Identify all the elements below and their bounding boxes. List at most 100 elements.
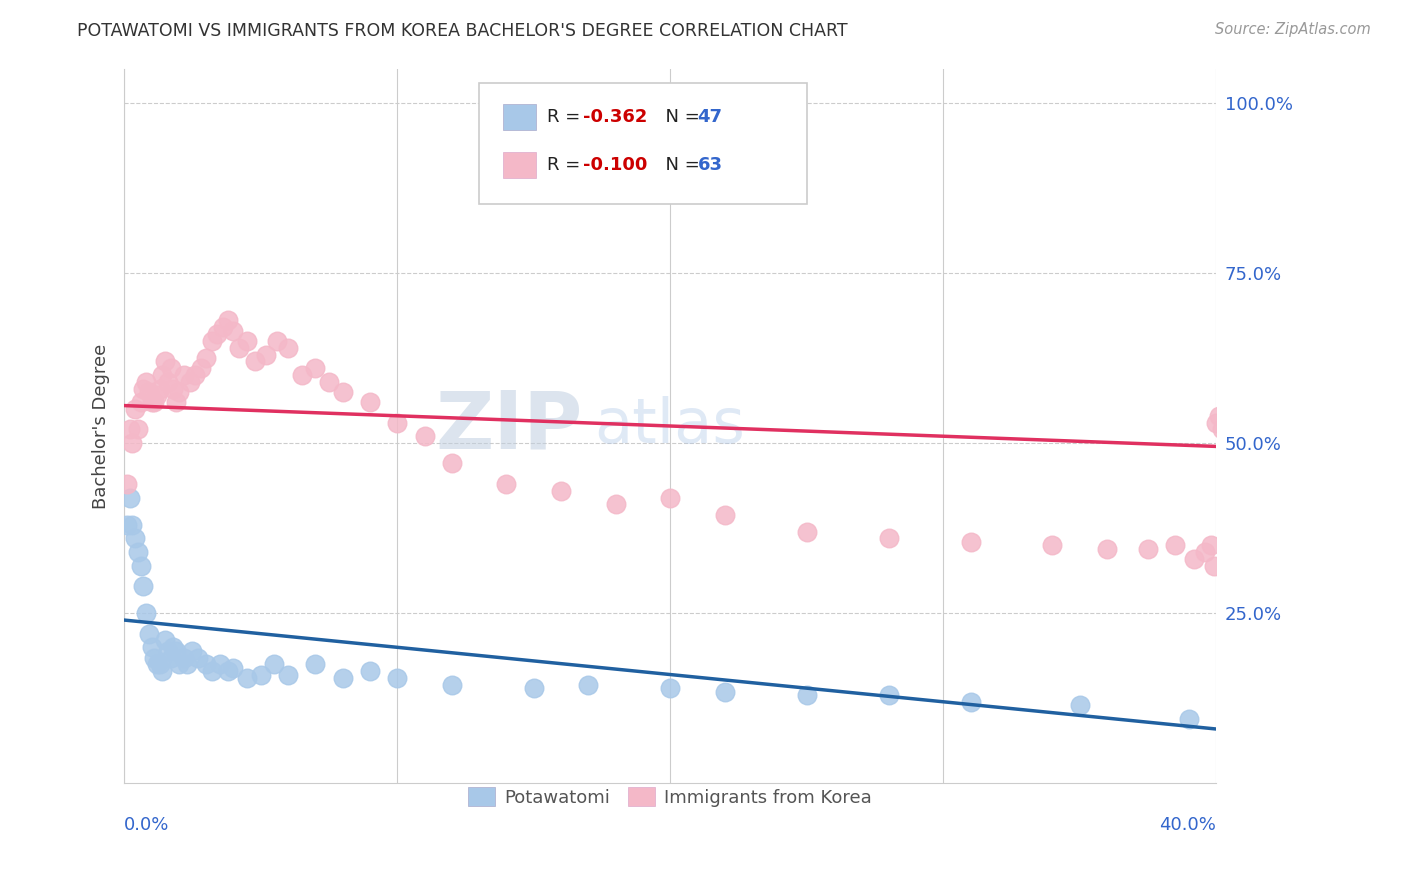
- Point: [550, 483, 572, 498]
- Text: ZIP: ZIP: [436, 387, 583, 465]
- Point: [1042, 538, 1064, 552]
- Point: [127, 545, 149, 559]
- Point: [153, 354, 176, 368]
- Point: [200, 334, 222, 348]
- Point: [124, 532, 146, 546]
- Point: [156, 375, 179, 389]
- Point: [129, 395, 152, 409]
- Point: [1178, 712, 1201, 726]
- Point: [440, 457, 463, 471]
- Point: [959, 534, 981, 549]
- Point: [205, 327, 228, 342]
- Point: [332, 384, 354, 399]
- Point: [167, 657, 190, 672]
- Point: [413, 429, 436, 443]
- Point: [162, 382, 184, 396]
- Text: atlas: atlas: [593, 396, 745, 456]
- Point: [1136, 541, 1159, 556]
- Point: [152, 664, 174, 678]
- Point: [277, 341, 299, 355]
- Point: [121, 517, 143, 532]
- Point: [359, 664, 381, 678]
- Point: [195, 657, 218, 672]
- Point: [1208, 409, 1230, 423]
- Text: 40.0%: 40.0%: [1160, 815, 1216, 834]
- Point: [156, 643, 179, 657]
- Point: [176, 657, 198, 672]
- Point: [153, 633, 176, 648]
- Text: N =: N =: [654, 108, 706, 126]
- Point: [165, 643, 187, 657]
- Point: [143, 650, 166, 665]
- Point: [796, 688, 818, 702]
- Point: [1069, 698, 1091, 713]
- Point: [132, 382, 155, 396]
- Point: [877, 688, 900, 702]
- Point: [254, 347, 277, 361]
- Point: [190, 361, 212, 376]
- Point: [1205, 416, 1227, 430]
- Text: 0.0%: 0.0%: [124, 815, 170, 834]
- Point: [523, 681, 546, 695]
- Point: [138, 384, 160, 399]
- Point: [249, 667, 271, 681]
- Point: [1194, 545, 1216, 559]
- Point: [387, 671, 409, 685]
- Point: [387, 416, 409, 430]
- Point: [173, 650, 195, 665]
- Point: [115, 476, 138, 491]
- Point: [179, 375, 201, 389]
- Point: [1164, 538, 1187, 552]
- Point: [141, 395, 163, 409]
- Point: [200, 664, 222, 678]
- Point: [118, 491, 141, 505]
- Text: -0.100: -0.100: [583, 156, 647, 174]
- Point: [318, 375, 340, 389]
- Point: [141, 640, 163, 655]
- Point: [167, 384, 190, 399]
- Point: [118, 422, 141, 436]
- Text: 47: 47: [697, 108, 723, 126]
- Point: [332, 671, 354, 685]
- Point: [796, 524, 818, 539]
- Point: [159, 650, 181, 665]
- Point: [222, 324, 245, 338]
- Point: [304, 657, 326, 672]
- Point: [173, 368, 195, 382]
- Point: [132, 579, 155, 593]
- Point: [124, 402, 146, 417]
- Point: [605, 497, 627, 511]
- Text: POTAWATOMI VS IMMIGRANTS FROM KOREA BACHELOR'S DEGREE CORRELATION CHART: POTAWATOMI VS IMMIGRANTS FROM KOREA BACH…: [77, 22, 848, 40]
- Point: [208, 657, 231, 672]
- Point: [1184, 551, 1206, 566]
- Point: [266, 334, 288, 348]
- Point: [1095, 541, 1118, 556]
- Point: [135, 375, 157, 389]
- Point: [304, 361, 326, 376]
- Point: [165, 395, 187, 409]
- Point: [714, 508, 737, 522]
- Point: [184, 368, 207, 382]
- Point: [659, 491, 682, 505]
- Point: [146, 388, 169, 402]
- Text: N =: N =: [654, 156, 706, 174]
- Point: [159, 361, 181, 376]
- Point: [146, 657, 169, 672]
- Point: [181, 643, 204, 657]
- Point: [222, 661, 245, 675]
- Point: [959, 695, 981, 709]
- Text: Source: ZipAtlas.com: Source: ZipAtlas.com: [1215, 22, 1371, 37]
- Point: [495, 476, 517, 491]
- FancyBboxPatch shape: [479, 83, 807, 204]
- Point: [129, 558, 152, 573]
- Point: [217, 664, 239, 678]
- Point: [228, 341, 250, 355]
- Point: [135, 607, 157, 621]
- Point: [143, 395, 166, 409]
- Point: [236, 671, 259, 685]
- Bar: [503, 153, 536, 178]
- Point: [576, 678, 599, 692]
- Point: [149, 382, 172, 396]
- Point: [1211, 422, 1233, 436]
- Text: 63: 63: [697, 156, 723, 174]
